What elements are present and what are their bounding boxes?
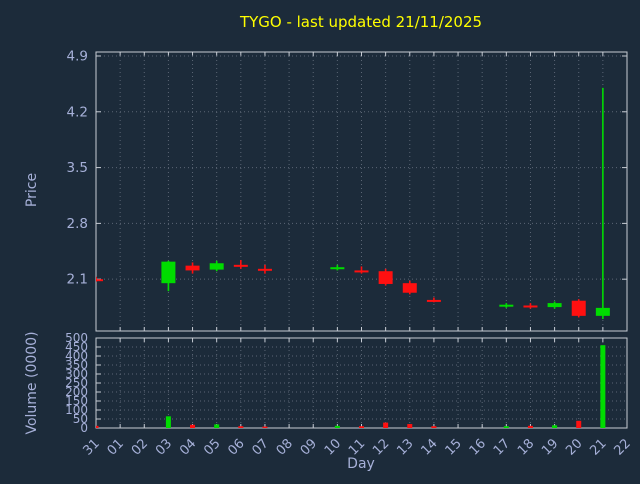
volume-bar-04 — [190, 424, 196, 428]
candle-body — [571, 300, 586, 316]
candle-body — [499, 304, 514, 307]
candle-18 — [523, 303, 538, 309]
chart-title: TYGO - last updated 21/11/2025 — [239, 13, 482, 31]
candle-body — [257, 268, 272, 271]
volume-bar-layer — [96, 345, 606, 428]
volume-tick-label: 250 — [65, 376, 88, 390]
x-axis-label: Day — [347, 456, 375, 472]
volume-tick-label: 400 — [65, 349, 88, 363]
candle-body — [378, 271, 393, 284]
volume-bar-03 — [165, 416, 171, 428]
price-tick-label: 2.8 — [67, 216, 88, 232]
volume-bar-11 — [359, 426, 364, 428]
volume-tick-label: 450 — [65, 340, 88, 354]
price-tick-label: 4.2 — [67, 104, 88, 120]
candle-07 — [257, 264, 272, 274]
volume-bar-19 — [552, 425, 558, 428]
candle-body — [547, 303, 562, 308]
candle-05 — [209, 260, 224, 272]
candle-03 — [161, 260, 176, 292]
price-tick-label: 3.5 — [67, 160, 88, 176]
volume-bar-10 — [334, 425, 340, 428]
candle-20 — [571, 299, 586, 318]
price-tick-label: 4.9 — [67, 48, 88, 64]
candle-13 — [402, 280, 417, 295]
candle-body — [426, 299, 441, 302]
price-tick-label: 2.1 — [67, 272, 88, 288]
candle-11 — [354, 266, 369, 274]
candle-06 — [233, 260, 248, 269]
volume-bar-18 — [527, 425, 533, 428]
candle-body — [233, 264, 248, 267]
volume-bar-06 — [238, 426, 244, 428]
candle-17 — [499, 303, 514, 308]
candle-04 — [185, 262, 200, 274]
volume-tick-label: 100 — [65, 403, 88, 417]
price-tick-labels: 2.1 2.8 3.5 4.2 4.9 — [67, 48, 88, 287]
volume-bar-13 — [407, 424, 413, 428]
volume-tick-label: 350 — [65, 358, 88, 372]
volume-tick-label: 500 — [65, 331, 88, 345]
candle-14 — [426, 297, 441, 303]
volume-bar-31 — [96, 425, 99, 428]
volume-bar-05 — [214, 424, 220, 428]
volume-bar-20 — [576, 420, 582, 428]
volume-tick-label: 300 — [65, 367, 88, 381]
candle-body — [96, 279, 103, 282]
price-axis-label: Price — [24, 173, 40, 207]
volume-bar-07 — [262, 426, 268, 428]
volume-tick-label: 0 — [80, 421, 88, 435]
volume-bar-17 — [503, 426, 509, 428]
candle-body — [185, 265, 200, 271]
price-plot-border — [95, 51, 628, 332]
volume-tick-label: 50 — [73, 412, 88, 426]
volume-tick-label: 150 — [65, 394, 88, 408]
candle-layer — [96, 87, 610, 320]
candle-19 — [547, 301, 562, 309]
volume-tick-label: 200 — [65, 385, 88, 399]
candle-body — [523, 305, 538, 308]
candle-31 — [96, 276, 103, 282]
candle-body — [209, 263, 224, 270]
candle-body — [330, 267, 345, 270]
volume-bar-14 — [431, 426, 437, 428]
volume-axis-label: Volume (0000) — [24, 331, 40, 434]
candle-10 — [330, 264, 345, 271]
candle-body — [354, 270, 369, 273]
candle-21 — [595, 87, 610, 320]
candle-body — [161, 261, 176, 284]
candle-body — [402, 283, 417, 293]
volume-bar-21 — [600, 345, 606, 428]
candle-body — [595, 307, 610, 316]
candle-12 — [378, 268, 393, 286]
volume-bar-12 — [383, 422, 389, 428]
